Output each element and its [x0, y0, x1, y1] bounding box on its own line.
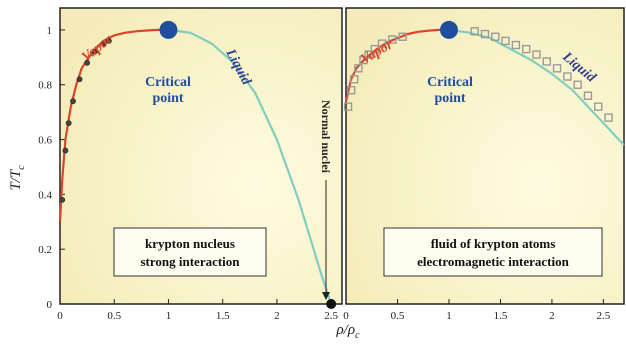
right-liquid-curve [448, 28, 625, 146]
normal-nuclei-arrowhead [322, 292, 330, 300]
right-data-point [594, 102, 603, 111]
left-panel-krypton-nucleus: 0 0.5 1 1.5 2 2.5 0 0.2 0.4 0.6 0.8 1 Normal nuclei… [38, 7, 343, 322]
right-data-point [354, 64, 363, 73]
left-data-point [84, 59, 91, 66]
right-info-line2: electromagnetic interaction [417, 254, 569, 269]
right-x-tick-label: 1.5 [494, 310, 508, 322]
right-data-point [370, 44, 380, 54]
left-y-tick-label: 0.4 [38, 189, 52, 201]
left-critical-label-line2: point [152, 91, 183, 106]
right-data-point [511, 40, 521, 50]
left-data-point [91, 48, 98, 55]
right-panel-krypton-atoms: 0 0.5 1 1.5 2 2.5 Vapor Liquid Critical point… [343, 7, 625, 322]
svg-text:ρ/ρc: ρ/ρc [335, 322, 360, 341]
y-axis-label: T/Tc [8, 165, 27, 191]
right-data-point [542, 57, 551, 66]
normal-nuclei-label: Normal nuclei [319, 100, 333, 174]
left-y-tick-label: 0.8 [38, 80, 52, 92]
right-data-point [521, 44, 531, 54]
right-data-point [398, 32, 407, 41]
left-data-point [70, 98, 76, 105]
left-x-tick-label: 1.5 [216, 310, 230, 322]
left-data-point [65, 120, 72, 127]
right-data-point [480, 29, 490, 39]
left-y-tick-label: 0.2 [38, 244, 52, 256]
left-y-tick-label: 0 [47, 299, 53, 311]
right-data-point [343, 102, 353, 111]
left-vapor-curve [58, 28, 169, 222]
right-x-tick-label: 0.5 [391, 310, 405, 322]
right-data-point [604, 113, 613, 122]
left-y-tick-label: 1 [47, 25, 53, 37]
left-info-line2: strong interaction [140, 254, 240, 269]
right-data-points [343, 20, 613, 122]
left-data-point [100, 40, 107, 47]
right-info-box [383, 227, 603, 277]
right-data-point [377, 39, 387, 48]
left-data-point [105, 37, 112, 44]
right-data-point [552, 64, 562, 73]
right-info-line1: fluid of krypton atoms [431, 236, 556, 251]
right-data-point [501, 36, 510, 46]
x-axis-label: ρ/ρc [335, 322, 360, 341]
right-data-point [563, 72, 572, 81]
left-data-point [76, 76, 83, 83]
right-data-point [491, 32, 500, 41]
left-y-tick-label: 0.6 [38, 135, 52, 147]
left-critical-label-line1: Critical [145, 75, 191, 90]
left-data-point [59, 196, 66, 203]
normal-nuclei-point [326, 299, 337, 309]
right-data-point [359, 55, 368, 65]
left-x-tick-label: 2.5 [324, 310, 338, 322]
left-data-points [59, 20, 337, 309]
left-x-tick-label: 2 [274, 310, 280, 322]
right-critical-label-line1: Critical [427, 75, 473, 90]
right-data-point [583, 91, 593, 100]
left-critical-point-dot [159, 20, 178, 39]
right-x-tick-label: 2 [549, 310, 555, 322]
right-x-tick-label: 1 [446, 310, 452, 322]
left-liquid-curve [168, 28, 333, 305]
right-axis-ticks: 0 0.5 1 1.5 2 2.5 [343, 299, 611, 322]
right-x-tick-label: 0 [343, 310, 349, 322]
right-data-point [346, 86, 356, 95]
left-info-box [113, 227, 267, 277]
left-x-tick-label: 0.5 [107, 310, 121, 322]
left-curves [58, 28, 333, 305]
left-x-tick-label: 1 [166, 310, 172, 322]
svg-text:T/Tc: T/Tc [8, 165, 27, 191]
right-x-tick-label: 2.5 [597, 310, 611, 322]
left-info-line1: krypton nucleus [145, 236, 235, 251]
right-data-point [532, 50, 541, 59]
right-data-point [573, 80, 582, 89]
left-axis-ticks: 0 0.5 1 1.5 2 2.5 0 0.2 0.4 0.6 0.8 1 [38, 25, 338, 322]
left-data-point [62, 147, 69, 154]
right-data-point [364, 50, 373, 59]
right-data-point [388, 35, 397, 44]
right-critical-label-line2: point [434, 91, 465, 106]
right-critical-point-dot [439, 20, 458, 39]
left-x-tick-label: 0 [57, 310, 63, 322]
right-data-point [350, 75, 359, 84]
right-data-point [470, 27, 479, 36]
